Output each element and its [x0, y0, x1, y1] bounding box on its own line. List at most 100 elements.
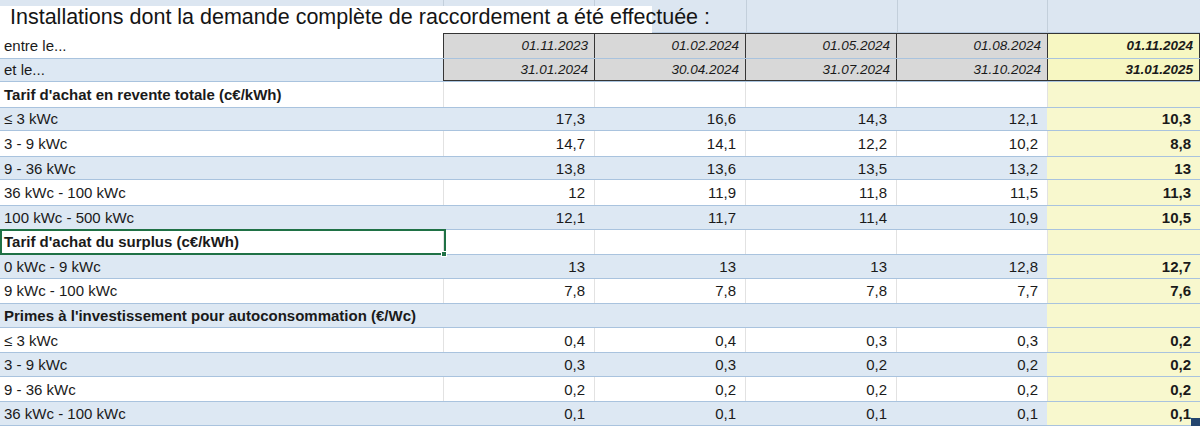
value-cell[interactable]: 17,3: [443, 108, 594, 131]
value-cell-highlighted[interactable]: 10,5: [1047, 206, 1200, 229]
row-label-cell[interactable]: 3 - 9 kWc: [0, 131, 443, 156]
value-cell[interactable]: 0,2: [443, 377, 594, 402]
value-cell[interactable]: 11,9: [594, 180, 745, 205]
value-cell[interactable]: 13: [443, 255, 594, 278]
value-cell[interactable]: 0,2: [896, 377, 1047, 402]
empty-cell[interactable]: [896, 304, 1047, 327]
value-cell-highlighted[interactable]: 0,2: [1047, 328, 1200, 353]
value-cell[interactable]: 7,8: [443, 279, 594, 304]
date-cell[interactable]: 01.02.2024: [594, 33, 745, 58]
value-cell-highlighted[interactable]: 0,2: [1047, 377, 1200, 402]
value-cell[interactable]: 13,8: [443, 157, 594, 180]
value-cell[interactable]: 0,3: [594, 353, 745, 376]
date-cell[interactable]: 01.11.2023: [443, 33, 594, 58]
empty-cell[interactable]: [443, 82, 594, 107]
empty-cell[interactable]: [745, 82, 896, 107]
row-label-cell[interactable]: 36 kWc - 100 kWc: [0, 180, 443, 205]
empty-cell[interactable]: [896, 82, 1047, 107]
value-cell[interactable]: 10,2: [896, 131, 1047, 156]
empty-cell-highlighted[interactable]: [1047, 82, 1200, 107]
corner-selection-handle[interactable]: [1191, 418, 1200, 426]
date-cell[interactable]: 01.08.2024: [896, 33, 1047, 58]
value-cell[interactable]: 0,4: [443, 328, 594, 353]
date-cell-highlighted[interactable]: 31.01.2025: [1047, 59, 1200, 82]
date-cell[interactable]: 30.04.2024: [594, 59, 745, 82]
value-cell-highlighted[interactable]: 8,8: [1047, 131, 1200, 156]
row-label-cell[interactable]: entre le...: [0, 33, 443, 58]
value-cell[interactable]: 0,4: [594, 328, 745, 353]
section-header-cell[interactable]: Tarif d'achat en revente totale (c€/kWh): [0, 82, 443, 107]
value-cell-highlighted[interactable]: 10,3: [1047, 108, 1200, 131]
value-cell[interactable]: 0,3: [745, 328, 896, 353]
value-cell-highlighted[interactable]: 13: [1047, 157, 1200, 180]
value-cell[interactable]: 7,8: [594, 279, 745, 304]
row-label-cell[interactable]: 0 kWc - 9 kWc: [0, 255, 443, 278]
value-cell[interactable]: 14,1: [594, 131, 745, 156]
value-cell[interactable]: 11,4: [745, 206, 896, 229]
value-cell-highlighted[interactable]: 11,3: [1047, 180, 1200, 205]
empty-cell[interactable]: [745, 304, 896, 327]
value-cell-highlighted[interactable]: 7,6: [1047, 279, 1200, 304]
empty-cell[interactable]: [443, 230, 594, 255]
value-cell[interactable]: 0,2: [745, 353, 896, 376]
value-cell[interactable]: 11,8: [745, 180, 896, 205]
empty-cell[interactable]: [443, 304, 594, 327]
row-label-cell[interactable]: 36 kWc - 100 kWc: [0, 402, 443, 425]
value-cell[interactable]: 0,3: [443, 353, 594, 376]
value-cell[interactable]: 0,2: [896, 353, 1047, 376]
empty-cell[interactable]: [594, 230, 745, 255]
value-cell[interactable]: 12,2: [745, 131, 896, 156]
value-cell[interactable]: 0,1: [896, 402, 1047, 425]
value-cell[interactable]: 14,3: [745, 108, 896, 131]
date-cell[interactable]: 31.01.2024: [443, 59, 594, 82]
value-cell[interactable]: 12,1: [896, 108, 1047, 131]
row-label-cell[interactable]: ≤ 3 kWc: [0, 328, 443, 353]
row-label-cell[interactable]: 9 kWc - 100 kWc: [0, 279, 443, 304]
date-cell[interactable]: 01.05.2024: [745, 33, 896, 58]
date-cell[interactable]: 31.07.2024: [745, 59, 896, 82]
row-label-cell[interactable]: 100 kWc - 500 kWc: [0, 206, 443, 229]
value-cell[interactable]: 7,7: [896, 279, 1047, 304]
page-title[interactable]: Installations dont la demande complète d…: [10, 5, 710, 30]
value-cell[interactable]: 7,8: [745, 279, 896, 304]
value-cell[interactable]: 11,5: [896, 180, 1047, 205]
table-row: 9 kWc - 100 kWc 7,8 7,8 7,8 7,7 7,6: [0, 279, 1200, 304]
value-cell[interactable]: 0,1: [745, 402, 896, 425]
value-cell[interactable]: 11,7: [594, 206, 745, 229]
empty-cell[interactable]: [594, 304, 745, 327]
value-cell[interactable]: 13,6: [594, 157, 745, 180]
value-cell[interactable]: 0,2: [745, 377, 896, 402]
value-cell[interactable]: 14,7: [443, 131, 594, 156]
value-cell-highlighted[interactable]: 12,7: [1047, 255, 1200, 278]
value-cell[interactable]: 0,1: [443, 402, 594, 425]
value-cell[interactable]: 13,5: [745, 157, 896, 180]
value-cell[interactable]: 12: [443, 180, 594, 205]
date-cell[interactable]: 31.10.2024: [896, 59, 1047, 82]
value-cell[interactable]: 16,6: [594, 108, 745, 131]
empty-cell-highlighted[interactable]: [1047, 230, 1200, 255]
row-label-cell[interactable]: 3 - 9 kWc: [0, 353, 443, 376]
date-cell-highlighted[interactable]: 01.11.2024: [1047, 33, 1200, 58]
empty-cell[interactable]: [745, 230, 896, 255]
value-cell-highlighted[interactable]: 0,2: [1047, 353, 1200, 376]
value-cell[interactable]: 0,3: [896, 328, 1047, 353]
row-label-cell[interactable]: et le...: [0, 59, 443, 82]
fill-handle[interactable]: [441, 251, 447, 257]
value-cell[interactable]: 10,9: [896, 206, 1047, 229]
selected-cell[interactable]: Tarif d'achat du surplus (c€/kWh): [0, 230, 443, 255]
value-cell[interactable]: 13: [594, 255, 745, 278]
row-label-cell[interactable]: 9 - 36 kWc: [0, 377, 443, 402]
value-cell[interactable]: 13,2: [896, 157, 1047, 180]
value-cell[interactable]: 0,1: [594, 402, 745, 425]
empty-cell-highlighted[interactable]: [1047, 304, 1200, 327]
value-cell-highlighted[interactable]: 0,1: [1047, 402, 1200, 425]
value-cell[interactable]: 12,8: [896, 255, 1047, 278]
empty-cell[interactable]: [594, 82, 745, 107]
empty-cell[interactable]: [896, 230, 1047, 255]
value-cell[interactable]: 12,1: [443, 206, 594, 229]
value-cell[interactable]: 13: [745, 255, 896, 278]
row-label-cell[interactable]: ≤ 3 kWc: [0, 108, 443, 131]
value-cell[interactable]: 0,2: [594, 377, 745, 402]
row-label-cell[interactable]: 9 - 36 kWc: [0, 157, 443, 180]
section-header-cell[interactable]: Primes à l'investissement pour autoconso…: [0, 304, 443, 327]
